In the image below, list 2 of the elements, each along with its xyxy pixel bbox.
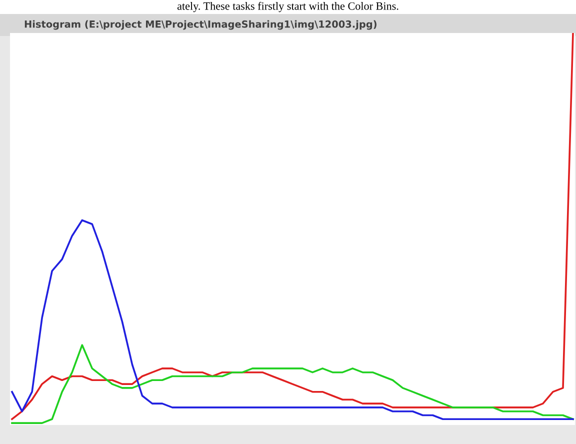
text: ately. These tasks firstly start with the Color Bins. — [177, 2, 398, 12]
chart-title: Histogram (E:\project ME\Project\ImageSharing1\img\12003.jpg) — [24, 20, 376, 30]
